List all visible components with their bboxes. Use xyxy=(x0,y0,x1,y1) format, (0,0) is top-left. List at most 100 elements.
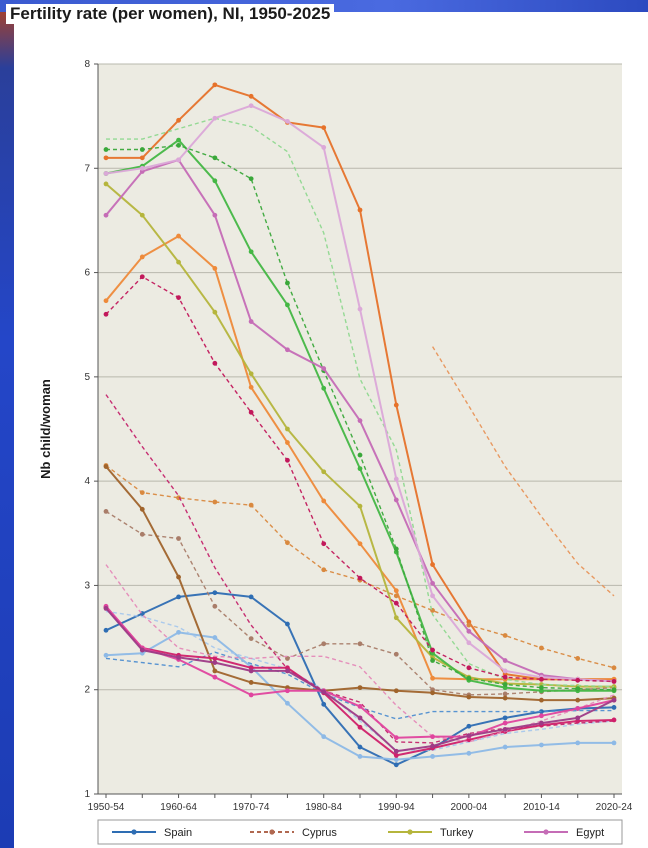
data-point xyxy=(139,274,145,280)
data-point xyxy=(285,280,290,286)
data-point xyxy=(176,654,181,660)
data-point xyxy=(539,645,544,651)
data-point xyxy=(248,384,254,390)
slide-left-strip xyxy=(0,0,14,848)
data-point xyxy=(212,115,218,121)
data-point xyxy=(321,385,327,391)
data-point xyxy=(430,562,435,567)
data-point xyxy=(285,668,290,674)
legend-marker xyxy=(269,829,275,835)
data-point xyxy=(139,531,145,537)
data-point xyxy=(539,713,544,719)
data-point xyxy=(502,674,508,680)
data-point xyxy=(285,457,290,463)
series-line xyxy=(105,510,615,696)
series-19 xyxy=(105,564,615,743)
data-point xyxy=(285,118,290,124)
x-tick-label: 2020-24 xyxy=(596,802,633,813)
data-point xyxy=(176,157,181,163)
data-point xyxy=(248,319,254,324)
y-tick-label: 3 xyxy=(84,580,90,591)
data-point xyxy=(430,658,435,663)
data-point xyxy=(611,717,617,723)
data-point xyxy=(575,656,581,661)
data-point xyxy=(321,641,327,647)
x-tick-label: 1990-94 xyxy=(378,802,415,813)
data-point xyxy=(285,540,290,546)
data-point xyxy=(285,688,290,694)
data-point xyxy=(139,147,145,152)
data-point xyxy=(393,753,399,758)
data-point xyxy=(176,629,181,635)
data-point xyxy=(103,298,109,304)
data-point xyxy=(466,640,472,646)
data-point xyxy=(321,498,327,504)
data-point xyxy=(575,715,581,721)
y-tick-label: 7 xyxy=(84,163,90,174)
data-point xyxy=(502,715,508,721)
data-point xyxy=(321,366,327,371)
data-point xyxy=(321,689,327,695)
data-point xyxy=(103,508,109,514)
data-point xyxy=(212,603,218,609)
data-point xyxy=(139,490,145,496)
data-point xyxy=(430,743,435,749)
data-point xyxy=(212,82,218,88)
data-point xyxy=(357,754,363,759)
data-point xyxy=(212,309,218,315)
data-point xyxy=(212,668,218,674)
data-point xyxy=(466,694,472,700)
legend-label: Turkey xyxy=(440,827,474,839)
data-point xyxy=(611,678,617,684)
series-line xyxy=(105,275,615,683)
data-point xyxy=(502,695,508,701)
data-point xyxy=(393,757,399,762)
data-point xyxy=(430,675,435,681)
data-point xyxy=(176,117,181,123)
y-tick-label: 6 xyxy=(84,268,90,279)
data-point xyxy=(212,660,218,665)
data-point xyxy=(357,685,363,691)
data-point xyxy=(285,440,290,445)
data-point xyxy=(393,748,399,754)
data-point xyxy=(176,142,181,148)
data-point xyxy=(103,181,109,187)
data-point xyxy=(285,302,290,308)
data-point xyxy=(103,464,109,469)
data-point xyxy=(611,665,617,671)
data-point xyxy=(393,651,399,657)
data-point xyxy=(430,754,435,759)
data-point xyxy=(212,674,218,680)
data-point xyxy=(357,715,363,721)
x-tick-label: 1970-74 xyxy=(233,802,270,813)
data-point xyxy=(248,668,254,674)
data-point xyxy=(357,575,363,581)
data-point xyxy=(357,452,363,458)
data-point xyxy=(248,103,254,109)
legend-marker xyxy=(543,829,549,835)
legend-marker xyxy=(131,829,137,835)
chart-title: Fertility rate (per women), NI, 1950-202… xyxy=(6,4,335,24)
data-point xyxy=(139,212,145,218)
data-point xyxy=(357,641,363,647)
data-point xyxy=(502,682,508,687)
series-0 xyxy=(103,590,617,768)
data-point xyxy=(139,254,145,260)
data-point xyxy=(393,600,399,606)
data-point xyxy=(502,633,508,638)
data-point xyxy=(502,726,508,732)
data-point xyxy=(357,207,363,213)
data-point xyxy=(393,546,399,552)
data-point xyxy=(212,155,218,161)
series-20 xyxy=(103,603,617,741)
data-point xyxy=(393,688,399,694)
data-point xyxy=(611,740,617,746)
legend-marker xyxy=(407,829,413,835)
data-point xyxy=(321,469,327,475)
series-16 xyxy=(103,274,617,684)
data-point xyxy=(212,590,218,596)
data-point xyxy=(212,635,218,640)
data-point xyxy=(103,627,109,633)
series-lines xyxy=(103,82,617,768)
data-point xyxy=(248,502,254,508)
